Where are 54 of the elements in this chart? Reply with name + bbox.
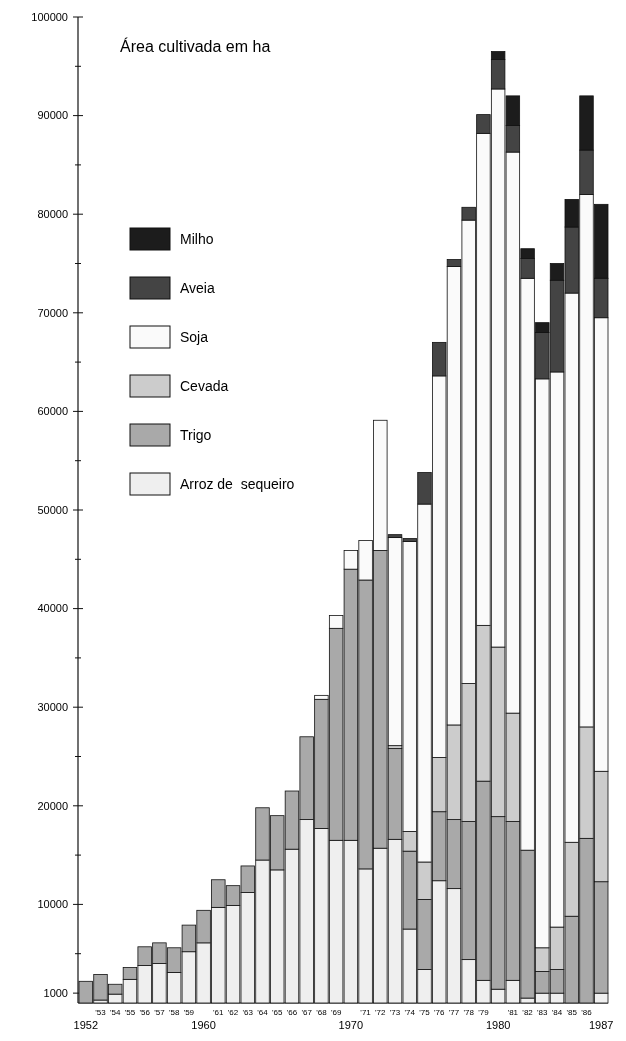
x-tick-label: '56 bbox=[139, 1008, 151, 1017]
x-tick-label: '69 bbox=[330, 1008, 342, 1017]
x-tick-label: '72 bbox=[375, 1008, 387, 1017]
x-tick-label: '84 bbox=[551, 1008, 563, 1017]
x-tick-label: '65 bbox=[272, 1008, 283, 1017]
x-tick-label: '68 bbox=[316, 1008, 328, 1017]
x-tick-label: '79 bbox=[478, 1008, 490, 1017]
y-tick-label: 40000 bbox=[37, 602, 68, 615]
x-tick-label: '66 bbox=[286, 1008, 298, 1017]
x-tick-label: 1987 bbox=[588, 1019, 614, 1031]
x-tick-label: '85 bbox=[566, 1008, 578, 1017]
x-tick-label: '83 bbox=[537, 1008, 549, 1017]
text: Área cultivada em ha bbox=[120, 37, 271, 55]
y-tick-label: 30000 bbox=[37, 701, 68, 714]
y-tick-label: 70000 bbox=[37, 306, 68, 319]
legend-label: Aveia bbox=[180, 279, 215, 296]
y-tick-label: 80000 bbox=[37, 208, 68, 221]
x-tick-label: '62 bbox=[227, 1008, 239, 1017]
x-tick-label: '55 bbox=[124, 1008, 136, 1017]
x-tick-label: '71 bbox=[360, 1008, 372, 1017]
x-tick-label: 1960 bbox=[191, 1019, 216, 1031]
legend-label: Soja bbox=[180, 328, 209, 345]
x-tick-label: 1980 bbox=[485, 1019, 511, 1031]
x-tick-label: 1952 bbox=[73, 1019, 99, 1031]
x-tick-label: '63 bbox=[242, 1008, 254, 1017]
x-tick-label: '82 bbox=[522, 1008, 534, 1017]
x-tick-label: '78 bbox=[463, 1008, 475, 1017]
x-tick-label: '73 bbox=[389, 1008, 401, 1017]
x-tick-label: '77 bbox=[448, 1008, 460, 1017]
y-tick-label: 100000 bbox=[31, 10, 68, 23]
x-tick-label: '81 bbox=[507, 1008, 519, 1017]
y-tick-label: 60000 bbox=[37, 405, 68, 418]
x-tick-label: '59 bbox=[183, 1008, 195, 1017]
x-tick-label: '75 bbox=[419, 1008, 431, 1017]
y-tick-label: 50000 bbox=[37, 503, 68, 516]
y-tick-label: 90000 bbox=[37, 109, 68, 122]
x-tick-label: '86 bbox=[581, 1008, 593, 1017]
x-tick-label: '76 bbox=[434, 1008, 445, 1017]
y-tick-label: 20000 bbox=[37, 799, 68, 812]
x-tick-label: '53 bbox=[95, 1008, 107, 1017]
x-tick-label: '67 bbox=[301, 1008, 313, 1017]
y-tick-label: 1000 bbox=[43, 986, 68, 999]
x-tick-label: 1970 bbox=[338, 1019, 364, 1031]
x-tick-label: '54 bbox=[110, 1008, 121, 1017]
x-tick-label: '57 bbox=[154, 1008, 166, 1017]
legend-label: Milho bbox=[180, 230, 214, 247]
legend-label: Trigo bbox=[180, 426, 212, 443]
legend-label: Arroz de sequeiro bbox=[180, 475, 295, 492]
y-tick-label: 10000 bbox=[37, 898, 68, 911]
x-tick-label: '61 bbox=[213, 1008, 225, 1017]
x-tick-label: '64 bbox=[257, 1008, 269, 1017]
x-tick-label: '74 bbox=[404, 1008, 416, 1017]
x-tick-label: '58 bbox=[168, 1008, 180, 1017]
legend-label: Cevada bbox=[180, 377, 229, 394]
